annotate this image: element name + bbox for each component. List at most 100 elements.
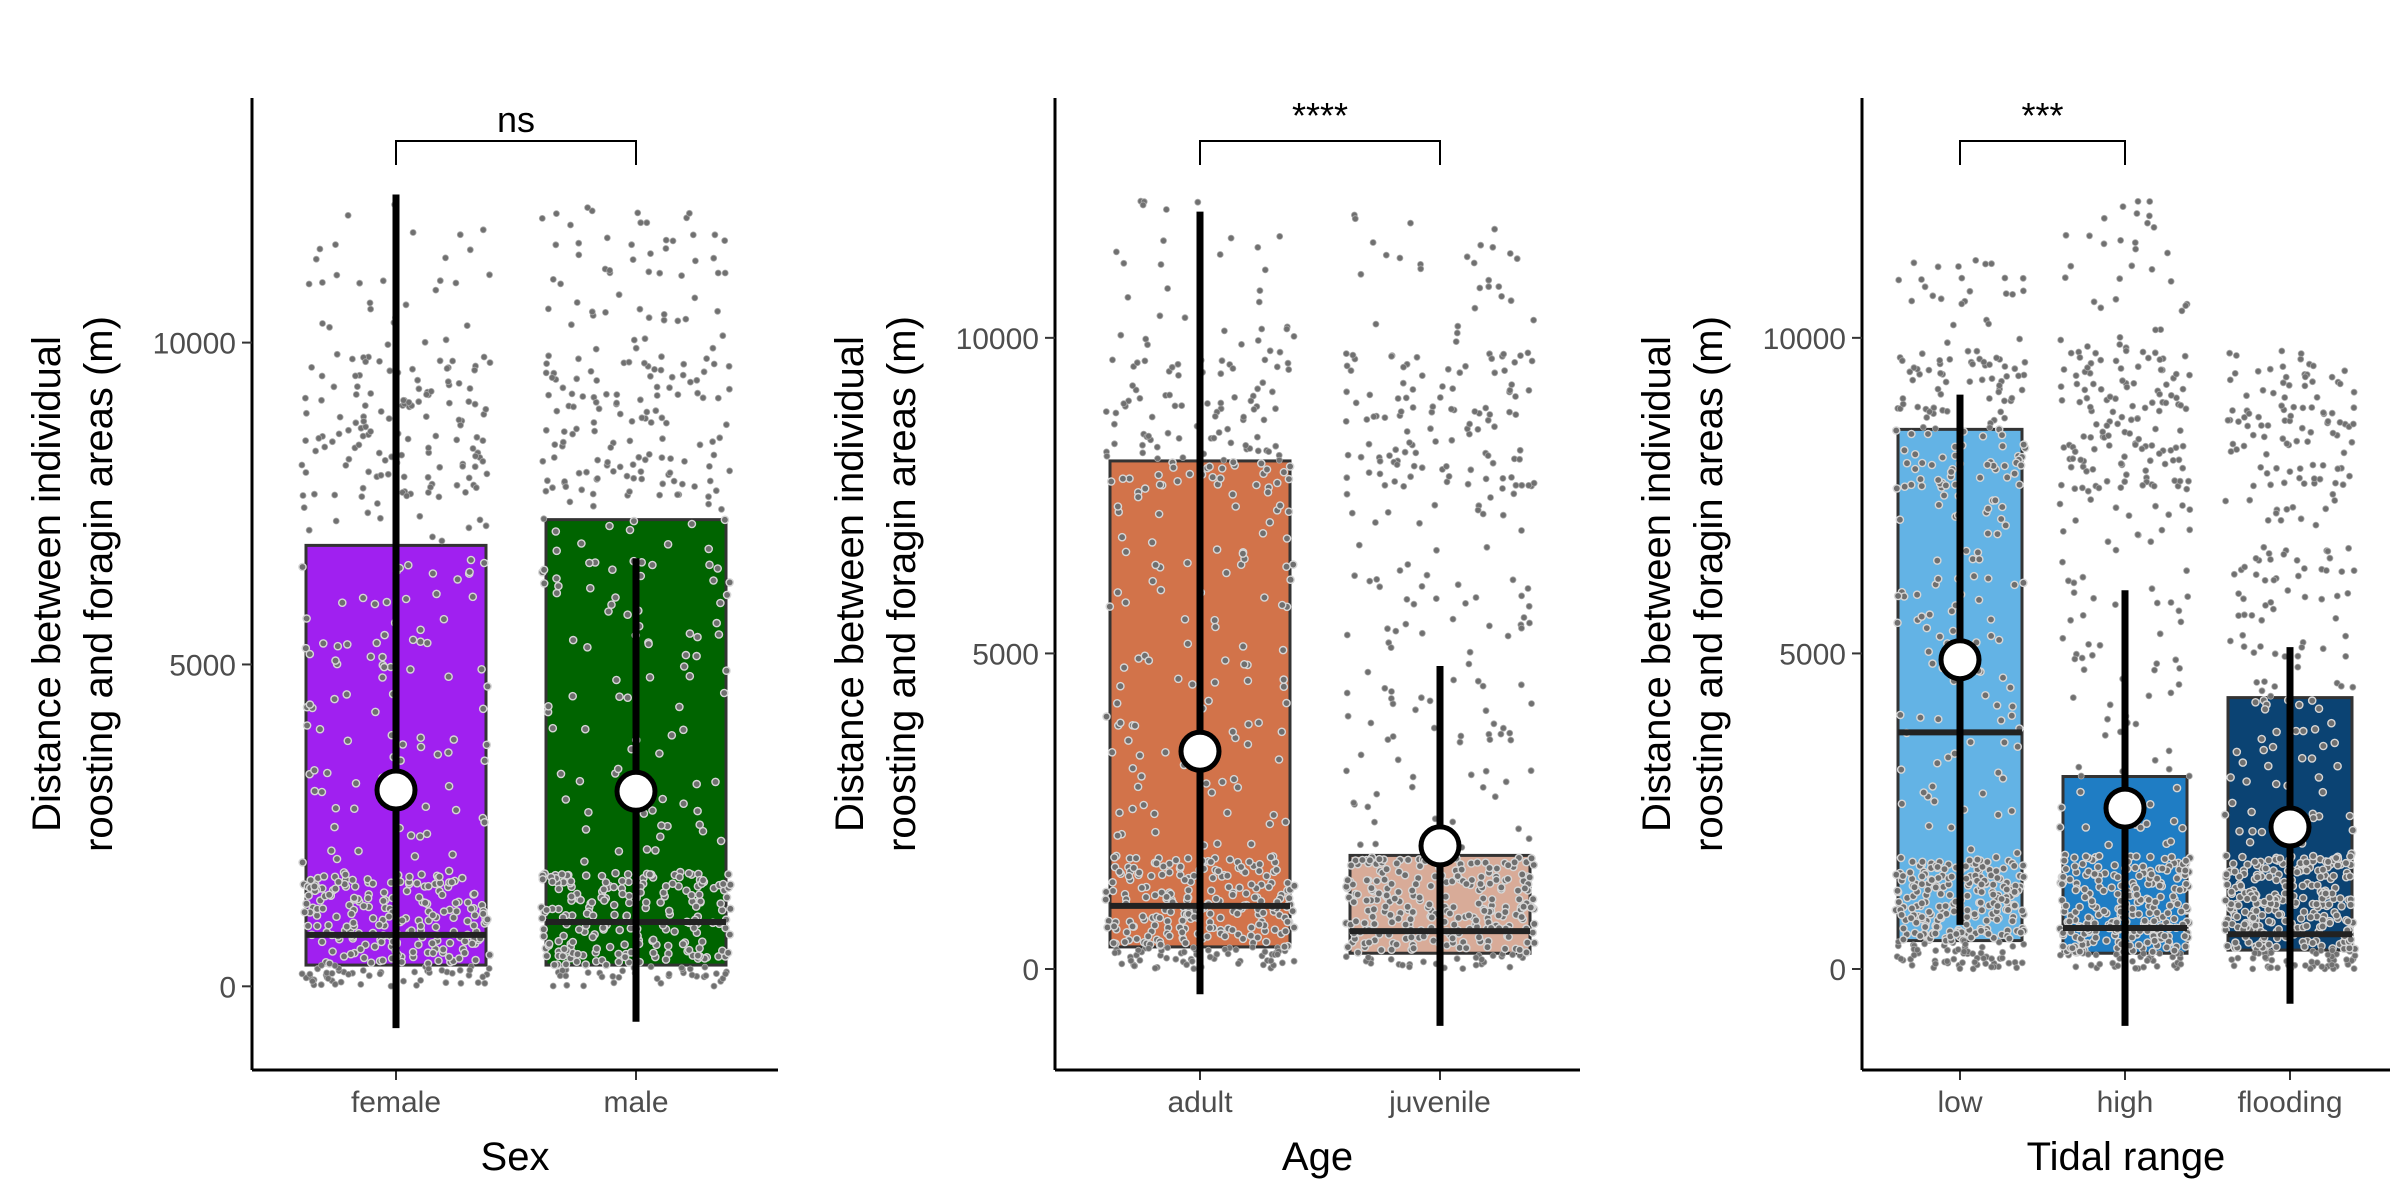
jitter-point: [2128, 262, 2136, 270]
jitter-point: [1164, 285, 1171, 292]
jitter-point: [2081, 823, 2091, 832]
jitter-point: [642, 898, 651, 907]
jitter-point: [1984, 929, 1993, 939]
jitter-point: [1263, 487, 1273, 497]
jitter-point: [318, 396, 325, 404]
jitter-point: [725, 362, 733, 370]
jitter-point: [2067, 262, 2075, 270]
jitter-point: [1406, 914, 1415, 924]
jitter-point: [1155, 480, 1165, 490]
jitter-point: [2221, 851, 2231, 861]
jitter-point: [2056, 500, 2064, 508]
jitter-point: [2118, 413, 2126, 421]
jitter-point: [1223, 808, 1232, 818]
jitter-point: [2343, 956, 2351, 964]
jitter-point: [1254, 337, 1262, 344]
jitter-point: [1894, 897, 1904, 907]
jitter-point: [2271, 779, 2281, 789]
jitter-point: [1152, 859, 1161, 868]
jitter-point: [2129, 402, 2137, 410]
jitter-point: [700, 368, 708, 376]
jitter-point: [2153, 660, 2161, 667]
jitter-point: [692, 257, 699, 265]
jitter-point: [1128, 804, 1137, 814]
jitter-point: [1996, 514, 2006, 524]
jitter-point: [614, 847, 624, 856]
jitter-points-juvenile: [1341, 211, 1539, 972]
jitter-point: [1372, 876, 1382, 886]
jitter-point: [2338, 568, 2346, 575]
jitter-point: [2285, 381, 2293, 389]
jitter-point: [1924, 821, 1934, 831]
jitter-point: [2125, 512, 2133, 519]
jitter-point: [1418, 464, 1426, 472]
jitter-point: [684, 869, 694, 878]
jitter-point: [2340, 449, 2348, 457]
jitter-point: [463, 916, 472, 926]
jitter-point: [2298, 424, 2306, 432]
jitter-point: [2020, 371, 2028, 379]
jitter-point: [1922, 623, 1932, 633]
jitter-point: [1127, 957, 1135, 965]
jitter-point: [1403, 902, 1412, 912]
jitter-point: [1382, 251, 1390, 259]
jitter-point: [1144, 656, 1154, 665]
jitter-point: [1463, 253, 1471, 261]
jitter-point: [1998, 774, 2008, 783]
jitter-point: [1390, 894, 1400, 903]
jitter-point: [347, 909, 356, 919]
jitter-point: [2127, 416, 2135, 424]
significance-label: ns: [497, 99, 535, 140]
jitter-point: [1130, 721, 1140, 731]
jitter-point: [1982, 260, 1989, 268]
jitter-point: [1115, 867, 1124, 877]
jitter-point: [402, 301, 410, 309]
jitter-point: [1530, 919, 1539, 929]
jitter-point: [2240, 413, 2248, 421]
jitter-point: [2019, 274, 2027, 282]
jitter-point: [1231, 502, 1240, 511]
jitter-point: [710, 451, 718, 459]
jitter-point: [1426, 881, 1436, 891]
jitter-point: [378, 673, 387, 682]
jitter-point: [1433, 546, 1440, 554]
jitter-point: [2112, 504, 2120, 512]
jitter-point: [406, 831, 416, 840]
jitter-point: [328, 970, 336, 977]
jitter-point: [651, 365, 658, 373]
jitter-point: [1213, 839, 1222, 849]
jitter-point: [678, 964, 686, 972]
jitter-point: [1136, 957, 1144, 964]
jitter-point: [550, 960, 559, 970]
jitter-point: [2179, 442, 2187, 450]
jitter-point: [1482, 475, 1490, 483]
jitter-point: [2314, 773, 2324, 782]
jitter-point: [2306, 965, 2314, 973]
jitter-point: [302, 469, 310, 476]
jitter-point: [2021, 358, 2029, 366]
jitter-point: [327, 846, 336, 856]
jitter-point: [2090, 869, 2099, 879]
jitter-point: [1976, 926, 1986, 936]
jitter-point: [429, 533, 436, 541]
jitter-point: [1526, 903, 1536, 912]
jitter-point: [2000, 738, 2009, 747]
jitter-point: [1154, 455, 1161, 463]
jitter-point: [1229, 774, 1239, 784]
jitter-point: [2270, 576, 2278, 584]
jitter-point: [544, 702, 553, 711]
jitter-point: [691, 483, 698, 490]
jitter-point: [1254, 447, 1262, 455]
jitter-point: [1403, 855, 1413, 865]
jitter-point: [1454, 581, 1462, 589]
jitter-point: [2145, 212, 2153, 220]
jitter-point: [1449, 920, 1459, 930]
jitter-point: [2097, 356, 2105, 364]
jitter-point: [468, 592, 478, 602]
jitter-point: [2236, 881, 2245, 891]
jitter-point: [417, 870, 426, 879]
jitter-point: [400, 977, 407, 985]
jitter-point: [2150, 482, 2158, 490]
jitter-point: [657, 979, 665, 987]
jitter-point: [1471, 408, 1479, 415]
